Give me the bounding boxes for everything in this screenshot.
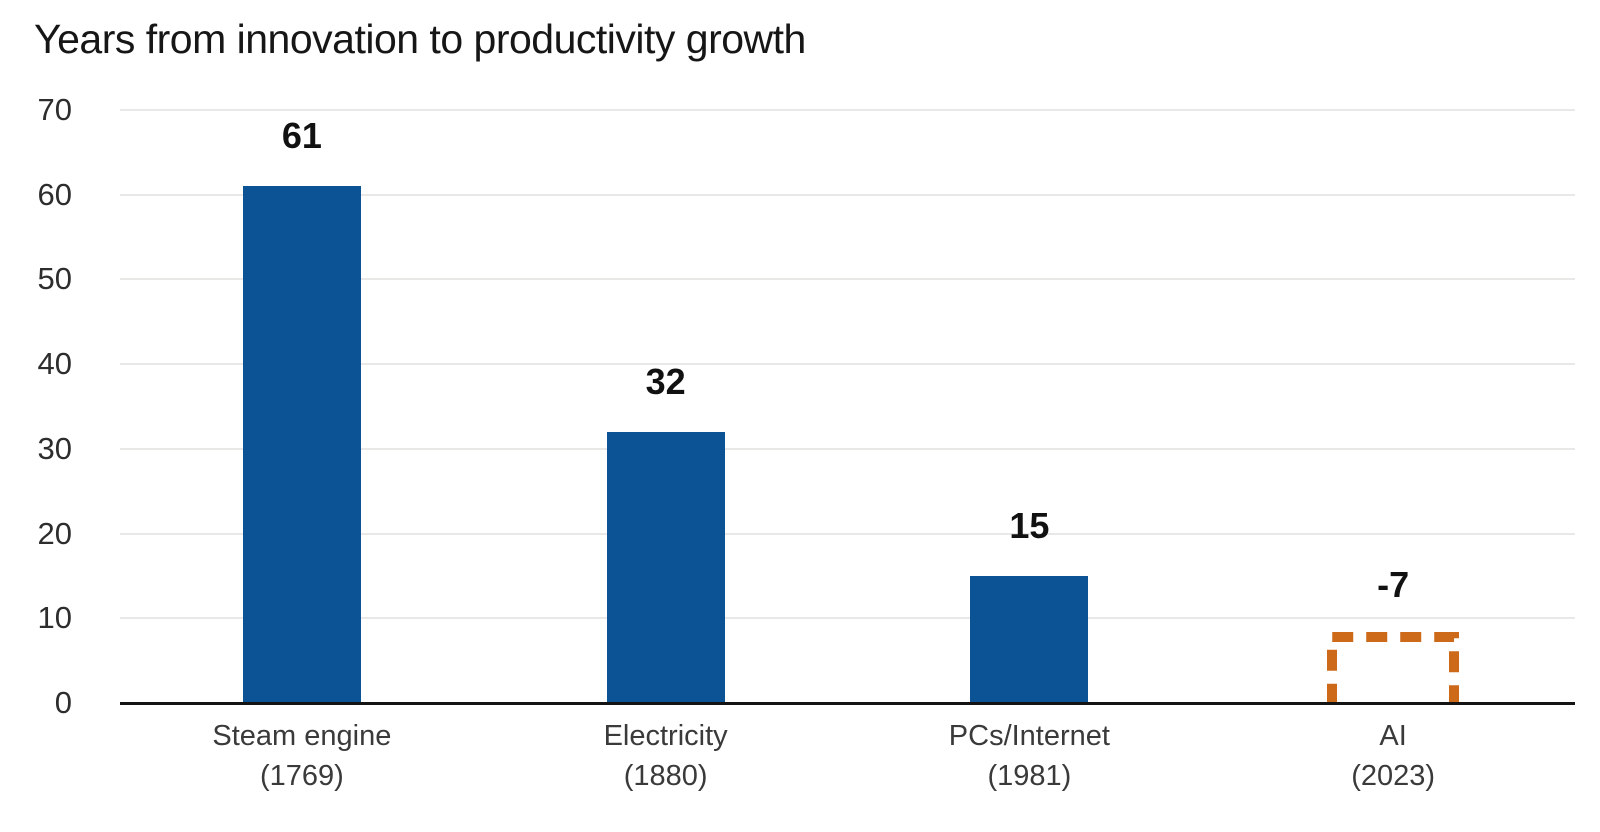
category-label-name: Electricity	[603, 720, 728, 752]
category-label-year: (1981)	[987, 760, 1072, 792]
bar-steam-engine	[242, 186, 361, 703]
category-label-name: PCs/Internet	[948, 720, 1110, 752]
y-tick-label: 40	[37, 346, 72, 382]
bar-value-label: 15	[1009, 504, 1050, 546]
category-label-year: (2023)	[1351, 760, 1436, 792]
x-axis-line	[120, 702, 1575, 705]
gridline	[120, 363, 1575, 366]
gridline	[120, 447, 1575, 450]
category-label-name: AI	[1379, 720, 1407, 752]
y-tick-label: 0	[54, 685, 72, 720]
y-tick-label: 50	[37, 261, 72, 297]
category-label-name: Steam engine	[212, 720, 392, 752]
gridline	[120, 532, 1575, 535]
gridline	[120, 109, 1575, 111]
y-tick-label: 10	[37, 600, 72, 636]
y-tick-label: 70	[37, 92, 72, 127]
dashed-bar-ai	[1327, 632, 1460, 705]
gridline	[120, 193, 1575, 196]
category-label: PCs/Internet (1981)	[869, 716, 1189, 796]
gridline	[120, 617, 1575, 620]
bar-value-label: 32	[645, 360, 686, 402]
chart-title: Years from innovation to productivity gr…	[34, 16, 806, 62]
bar-value-label: 61	[281, 115, 322, 157]
bar-value-label: -7	[1377, 564, 1410, 606]
bar-electricity	[606, 431, 725, 703]
gridline	[120, 278, 1575, 281]
y-tick-label: 60	[37, 176, 72, 212]
category-label: Electricity (1880)	[506, 716, 826, 796]
category-label-year: (1880)	[623, 760, 708, 792]
y-tick-label: 20	[37, 515, 72, 551]
bar-pcs-internet	[970, 575, 1089, 703]
category-label-year: (1769)	[259, 760, 344, 792]
category-label: Steam engine (1769)	[142, 716, 462, 796]
y-tick-label: 30	[37, 430, 72, 466]
category-label: AI (2023)	[1233, 716, 1553, 796]
